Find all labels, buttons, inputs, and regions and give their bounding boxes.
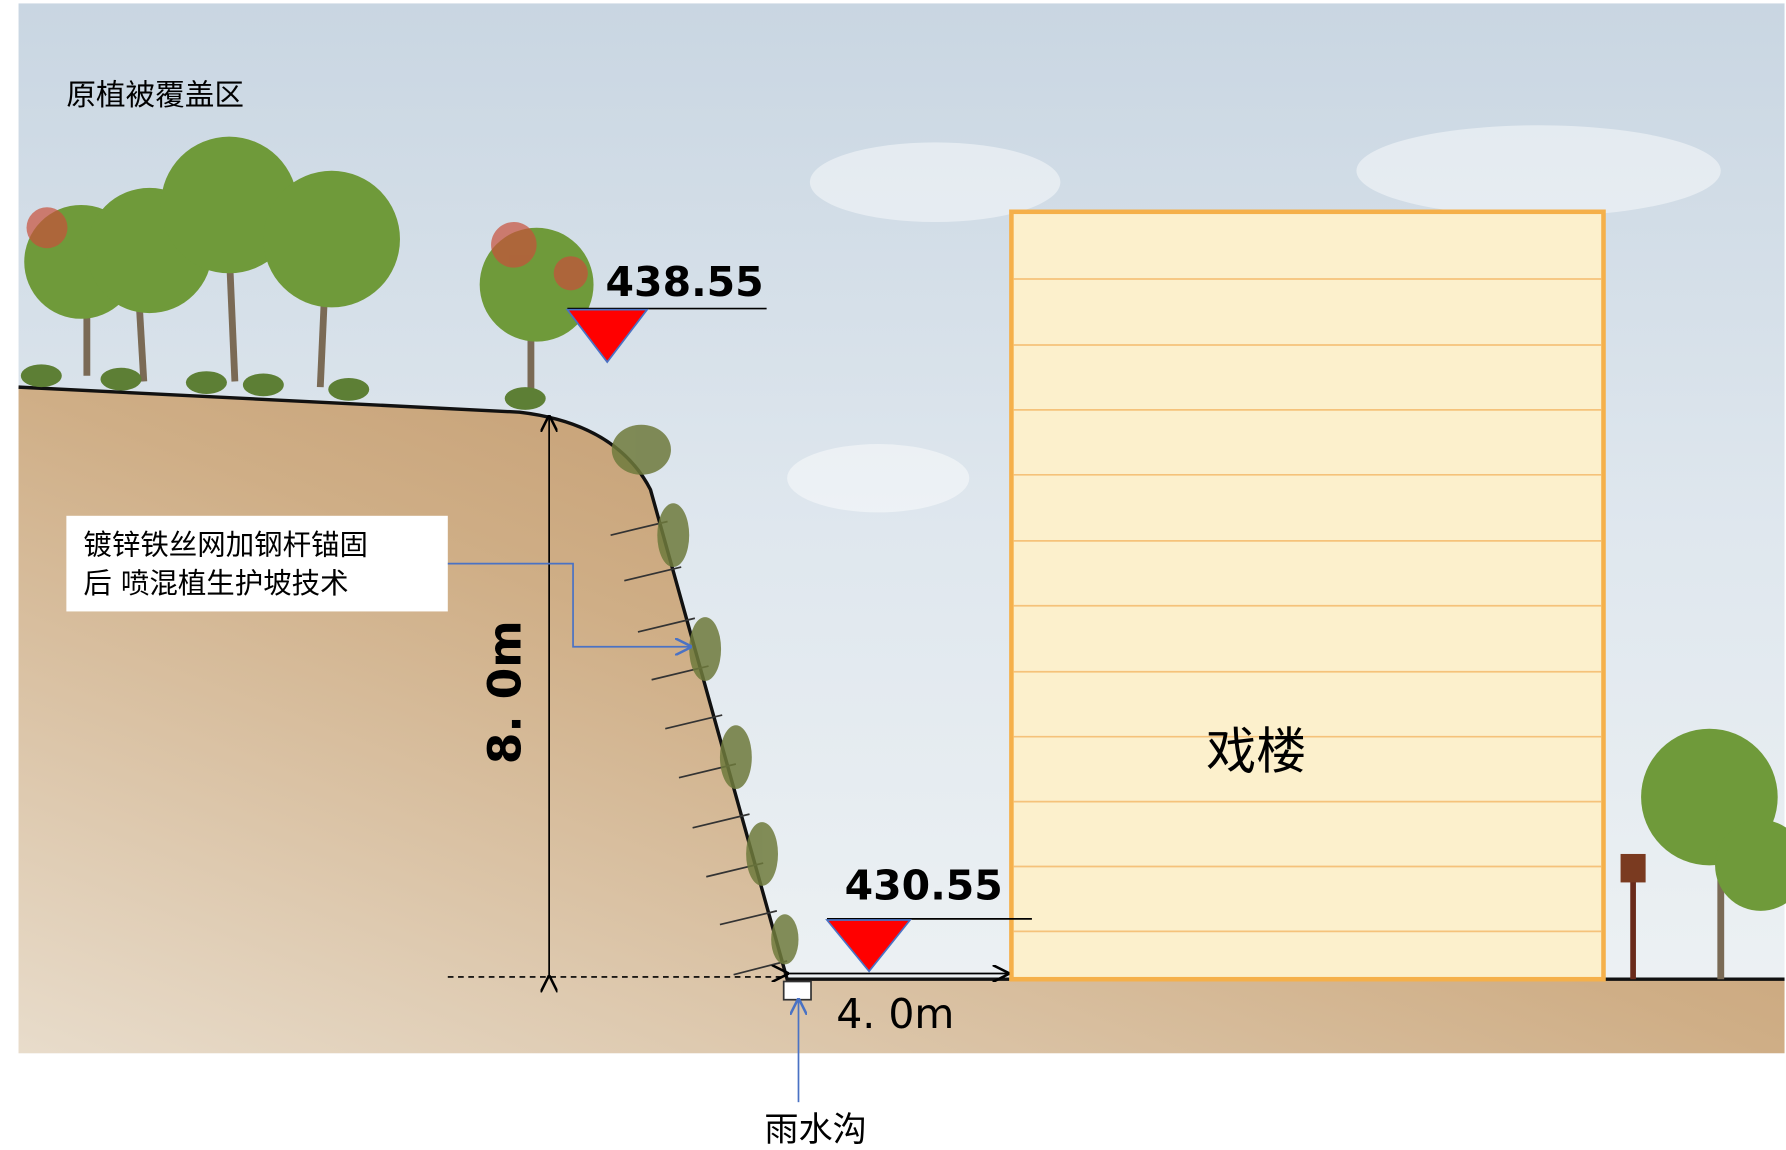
elevation-label: 438.55 bbox=[606, 258, 764, 306]
callout-text: 镀锌铁丝网加钢杆锚固 bbox=[83, 529, 368, 562]
elevation-label: 430.55 bbox=[845, 862, 1003, 910]
building-label: 戏楼 bbox=[1206, 723, 1306, 781]
callout-text: 后 喷混植生护坡技术 bbox=[83, 567, 348, 600]
section-drawing: 戏楼 原植被覆盖区 438.55 430.55 8. 0m 4. 0m 镀锌铁丝… bbox=[0, 0, 1786, 1150]
ditch bbox=[784, 981, 811, 999]
height-label: 8. 0m bbox=[479, 620, 532, 764]
building bbox=[1011, 212, 1603, 979]
ditch-label: 雨水沟 bbox=[764, 1110, 866, 1150]
area-label: 原植被覆盖区 bbox=[66, 78, 244, 112]
width-label: 4. 0m bbox=[836, 990, 954, 1038]
